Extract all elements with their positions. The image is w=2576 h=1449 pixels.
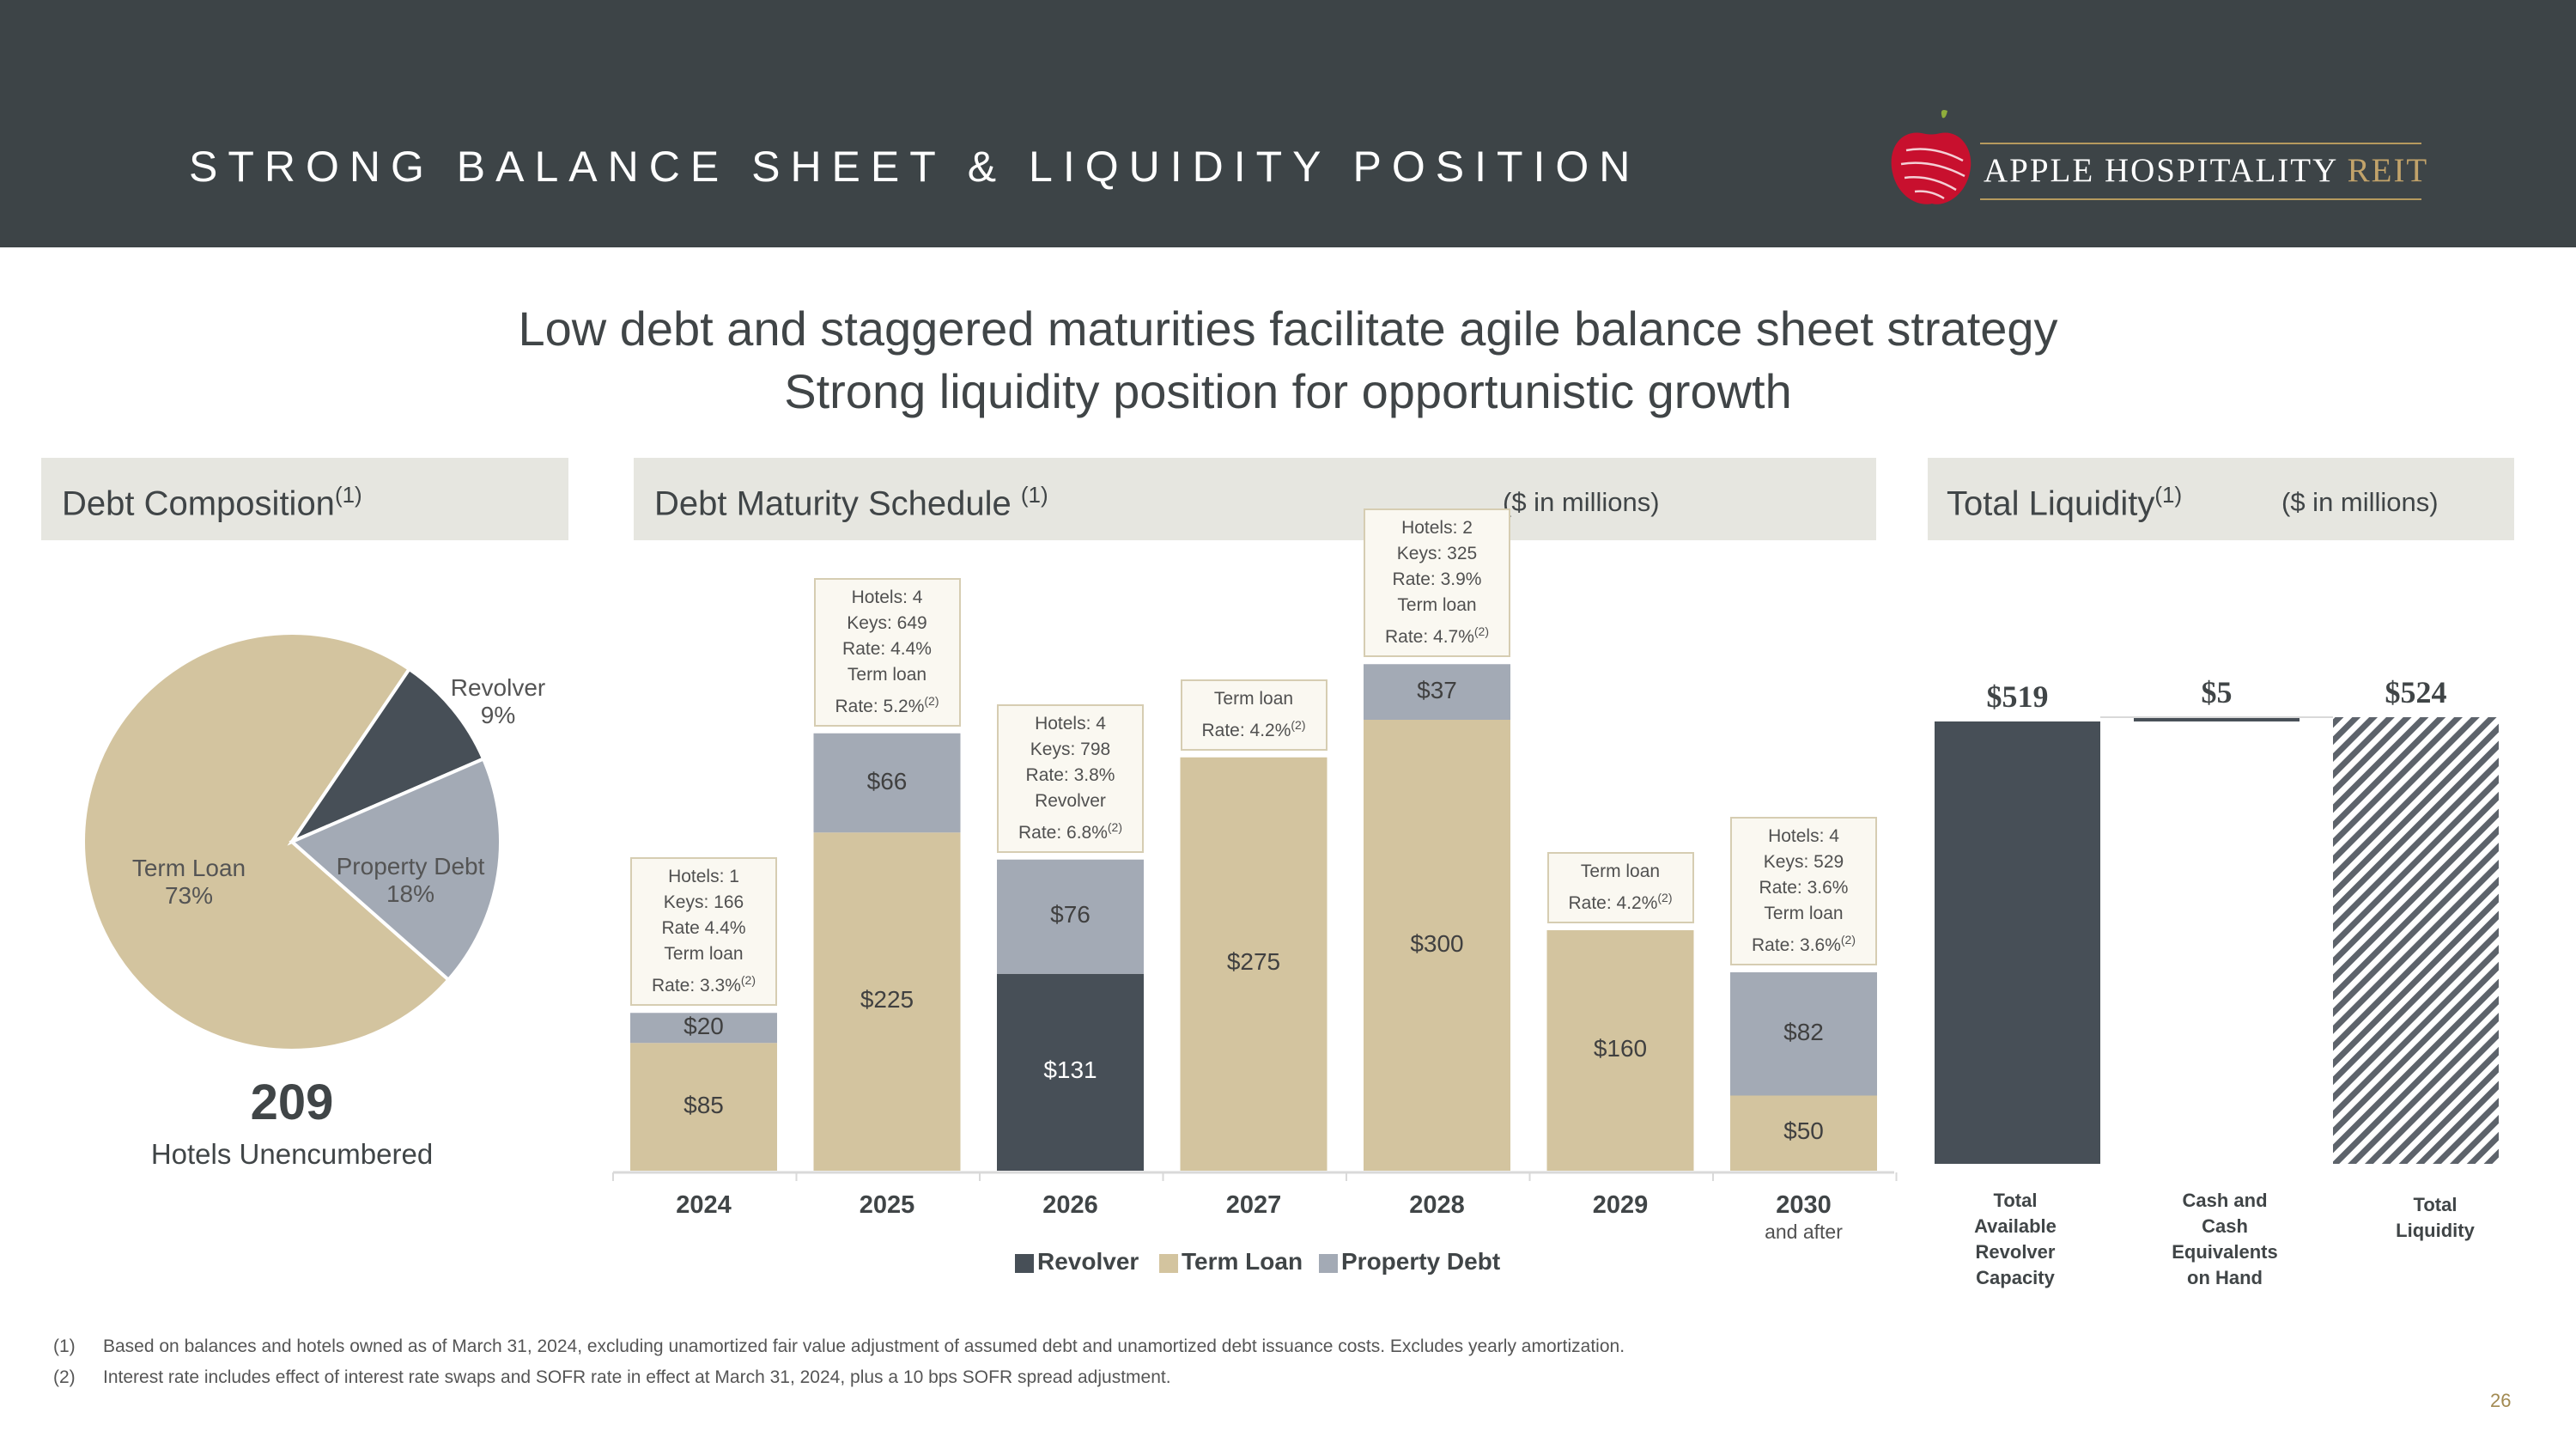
pie-slice-term-loan: [82, 631, 452, 1052]
subtitle-line-1: Low debt and staggered maturities facili…: [518, 301, 2058, 356]
legend-label-term-loan: Term Loan: [1182, 1248, 1303, 1275]
liquidity-category-1: Cash and Cash Equivalents on Hand: [2172, 1190, 2278, 1288]
data-label-2030-term-loan: $50: [1783, 1117, 1824, 1145]
unencumbered-label: Hotels Unencumbered: [150, 1138, 434, 1170]
liquidity-waterfall-chart: [1935, 716, 2499, 1164]
x-tick-label-2028: 2028: [1409, 1191, 1465, 1219]
bar-2027-term-loan: [1180, 757, 1327, 1171]
logo-rule-top: [1980, 143, 2421, 144]
subtitle-line-2: Strong liquidity position for opportunis…: [784, 364, 1792, 418]
data-label-2027-term-loan: $275: [1226, 948, 1281, 976]
total-liquidity-header: Total Liquidity(1) ($ in millions): [1928, 458, 2514, 540]
legend-label-revolver: Revolver: [1037, 1248, 1139, 1275]
maturity-schedule-unit: ($ in millions): [1503, 487, 1660, 517]
x-tick-label-2026: 2026: [1042, 1191, 1098, 1219]
pie-slice-revolver: [287, 667, 486, 846]
data-label-2030-property-debt: $82: [1783, 1018, 1824, 1045]
legend-swatch-property-debt: [1319, 1254, 1338, 1273]
header-bar: STRONG BALANCE SHEET & LIQUIDITY POSITIO…: [0, 0, 2576, 247]
bar-cash-on-hand: [2134, 717, 2300, 721]
bar-total-liquidity: [2333, 717, 2499, 1164]
total-liquidity-title: Total Liquidity(1): [1947, 482, 2183, 523]
callout-2025: Hotels: 4 Keys: 649 Rate: 4.4% Term loan Rat…: [813, 577, 961, 727]
maturity-schedule-title: Debt Maturity Schedule (1): [654, 482, 1048, 523]
maturity-schedule-header: Debt Maturity Schedule (1) ($ in million…: [634, 458, 1876, 540]
x-tick-sublabel-2030: and after: [1765, 1221, 1843, 1243]
liquidity-value-2: $524: [2385, 675, 2447, 709]
logo-main-text: APPLE HOSPITALITY: [1984, 152, 2337, 189]
bar-2024-term-loan: [630, 1043, 777, 1171]
bar-2028-term-loan: [1364, 720, 1510, 1171]
debt-composition-pie: [82, 631, 502, 1052]
bar-2028-property-debt: [1364, 664, 1510, 720]
debt-composition-title: Debt Composition(1): [62, 482, 362, 523]
maturity-bar-chart: [612, 664, 1898, 1181]
liquidity-category-2: Total Liquidity: [2396, 1194, 2475, 1241]
data-label-2026-revolver: $131: [1043, 1056, 1097, 1084]
x-tick-label-2025: 2025: [859, 1191, 915, 1219]
bar-2026-revolver: [997, 973, 1144, 1171]
logo-rule-bottom: [1980, 198, 2421, 200]
logo-wordmark: APPLE HOSPITALITY REIT: [1984, 151, 2428, 190]
bar-2025-term-loan: [813, 832, 961, 1171]
page-number: 26: [2490, 1390, 2512, 1411]
data-label-2029-term-loan: $160: [1593, 1035, 1648, 1062]
bar-2030-term-loan: [1730, 1095, 1877, 1171]
callout-2026: Hotels: 4 Keys: 798 Rate: 3.8% Revolver Rate…: [997, 703, 1144, 853]
x-tick-label-2029: 2029: [1592, 1191, 1649, 1219]
callout-2028: Hotels: 2 Keys: 325 Rate: 3.9% Term loan Rat…: [1364, 508, 1510, 658]
page-title: STRONG BALANCE SHEET & LIQUIDITY POSITIO…: [189, 143, 1641, 191]
footnote-2: (2) Interest rate includes effect of inte…: [53, 1367, 1171, 1387]
debt-composition-header: Debt Composition(1): [41, 458, 568, 540]
bar-2026-property-debt: [997, 859, 1144, 974]
apple-logo-icon: [1891, 110, 1971, 204]
bar-revolver-capacity: [1935, 721, 2100, 1164]
bar-2029-term-loan: [1546, 930, 1694, 1171]
logo-accent-text: REIT: [2347, 152, 2429, 189]
callout-2030: Hotels: 4 Keys: 529 Rate: 3.6% Term loan Rat…: [1730, 817, 1877, 965]
liquidity-value-0: $519: [1986, 679, 2049, 714]
footnote-1: (1) Based on balances and hotels owned as…: [53, 1336, 1625, 1356]
data-label-2028-term-loan: $300: [1410, 929, 1464, 957]
liquidity-category-0: Total Available Revolver Capacity: [1974, 1190, 2057, 1288]
callout-2029: Term loan Rate: 4.2%(2): [1546, 852, 1694, 923]
pie-label-revolver: Revolver 9%: [450, 674, 546, 728]
pie-label-property-debt: Property Debt 18%: [336, 853, 485, 907]
pie-slice-property-debt: [289, 756, 502, 983]
x-tick-label-2027: 2027: [1225, 1191, 1282, 1219]
data-label-2028-property-debt: $37: [1417, 676, 1457, 703]
unencumbered-count: 209: [250, 1075, 334, 1130]
data-label-2024-term-loan: $85: [683, 1091, 724, 1118]
legend-swatch-revolver: [1015, 1254, 1034, 1273]
legend-label-property-debt: Property Debt: [1341, 1248, 1501, 1275]
x-tick-label-2030: 2030: [1776, 1191, 1832, 1219]
legend-swatch-term-loan: [1159, 1254, 1178, 1273]
callout-2027: Term loan Rate: 4.2%(2): [1180, 679, 1327, 751]
data-label-2024-property-debt: $20: [683, 1012, 724, 1039]
bar-2024-property-debt: [630, 1013, 777, 1044]
callout-2024: Hotels: 1 Keys: 166 Rate 4.4% Term loan Rate…: [630, 857, 777, 1007]
total-liquidity-unit: ($ in millions): [2281, 487, 2439, 517]
data-label-2025-term-loan: $225: [860, 986, 914, 1014]
liquidity-value-1: $5: [2201, 675, 2233, 709]
x-tick-label-2024: 2024: [676, 1191, 732, 1219]
data-label-2025-property-debt: $66: [866, 767, 908, 795]
bar-2025-property-debt: [813, 733, 961, 833]
pie-label-term-loan: Term Loan 73%: [131, 855, 246, 909]
bar-2030-property-debt: [1730, 972, 1877, 1096]
data-label-2026-property-debt: $76: [1050, 901, 1091, 928]
